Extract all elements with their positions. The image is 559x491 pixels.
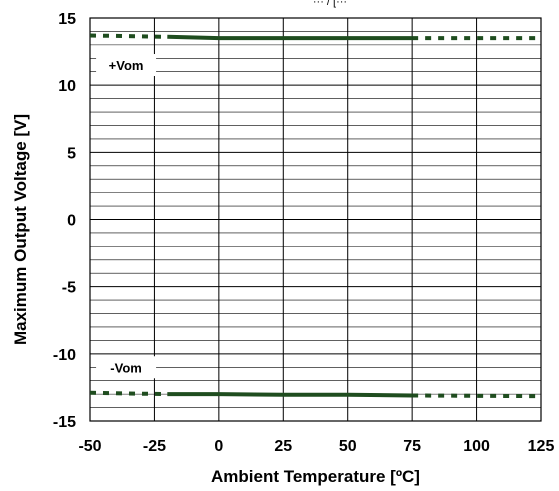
x-tick-label: 75: [403, 438, 421, 455]
series-neg-vom: [89, 390, 542, 399]
y-tick-label: 0: [67, 213, 76, 230]
series-label: -Vom: [110, 360, 142, 375]
series-pos-vom: [89, 33, 541, 41]
x-tick-label: 125: [528, 438, 555, 455]
series-dotted-extension: [412, 393, 542, 399]
top-caption: ··· / [···: [313, 0, 347, 8]
x-tick-label: -25: [143, 438, 166, 455]
minor-grid: [90, 31, 541, 408]
x-tick-labels: -50 -25 0 25 50 75 100 125: [78, 438, 554, 455]
y-tick-label: 5: [67, 145, 76, 162]
series-label-background: [96, 54, 157, 77]
series-label: +Vom: [109, 58, 144, 73]
y-tick-label: -5: [62, 280, 76, 297]
x-tick-label: 25: [274, 438, 292, 455]
series-dotted-extension: [89, 33, 168, 39]
series-line: [167, 392, 413, 398]
x-tick-label: -50: [78, 438, 101, 455]
series-line: [167, 34, 413, 41]
series-layer: [89, 33, 542, 399]
x-axis-title: Ambient Temperature [ºC]: [211, 467, 420, 486]
x-tick-label: 50: [339, 438, 357, 455]
label-layer: +Vom -Vom: [96, 54, 157, 379]
y-axis-title: Maximum Output Voltage [V]: [11, 114, 30, 345]
y-tick-label: 15: [58, 11, 76, 28]
plot-frame: [89, 17, 542, 422]
x-tick-label: 0: [214, 438, 223, 455]
y-tick-label: -15: [53, 414, 76, 431]
series-label-background: [96, 356, 157, 379]
y-tick-label: 10: [58, 78, 76, 95]
x-tick-label: 100: [463, 438, 490, 455]
major-grid: [90, 18, 541, 421]
y-tick-labels: -15 -10 -5 0 5 10 15: [53, 11, 76, 431]
y-tick-label: -10: [53, 347, 76, 364]
